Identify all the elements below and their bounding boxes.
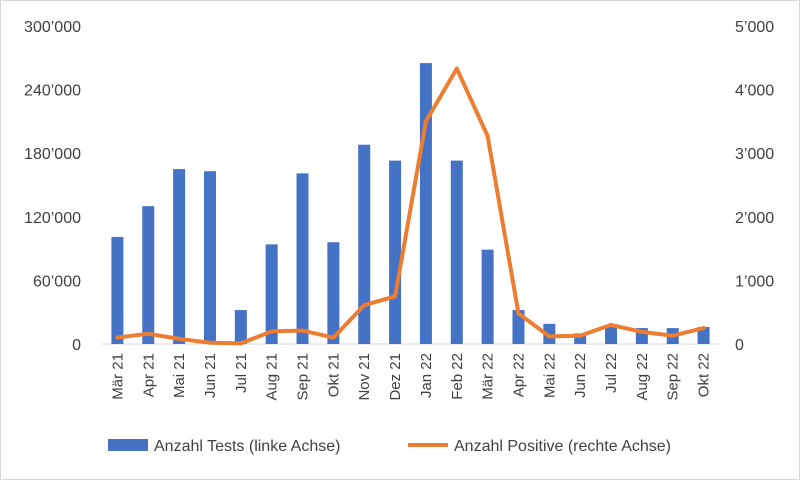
left-tick-label: 120’000 — [24, 210, 81, 227]
left-tick-label: 300’000 — [24, 19, 81, 36]
category-label: Mär 21 — [109, 353, 126, 400]
category-label: Okt 22 — [696, 353, 713, 397]
left-tick-label: 60’000 — [33, 273, 81, 290]
right-tick-label: 2’000 — [735, 210, 774, 227]
line-point — [331, 335, 336, 340]
category-label: Nov 21 — [356, 353, 373, 401]
legend-bars-label: Anzahl Tests (linke Achse) — [154, 438, 340, 455]
category-label: Jan 22 — [418, 353, 435, 398]
category-labels: Mär 21 Apr 21 Mai 21 Jun 21 Jul 21 Aug 21 Sep … — [109, 353, 712, 401]
bar — [142, 206, 155, 344]
right-tick-label: 4’000 — [735, 83, 774, 100]
bar — [481, 249, 494, 344]
left-tick-label: 0 — [72, 337, 81, 354]
category-label: Mär 22 — [480, 353, 497, 400]
category-label: Jul 22 — [603, 353, 620, 393]
line-point — [207, 340, 212, 345]
category-label: Aug 21 — [264, 353, 281, 401]
line-point — [547, 334, 552, 339]
bar — [327, 242, 340, 344]
line-point — [423, 119, 428, 124]
line-point — [701, 326, 706, 331]
left-axis-ticks: 0 60’000 120’000 180’000 240’000 300’000 — [24, 19, 81, 354]
category-label: Apr 22 — [510, 353, 527, 397]
line-point — [516, 311, 521, 316]
right-tick-label: 3’000 — [735, 146, 774, 163]
bar — [419, 63, 432, 344]
line-point — [177, 336, 182, 341]
line-point — [115, 335, 120, 340]
line-point — [609, 322, 614, 327]
category-label: Dez 21 — [387, 353, 404, 401]
category-label: Mai 21 — [171, 353, 188, 398]
line-point — [269, 329, 274, 334]
bar — [296, 173, 309, 344]
line-point — [670, 333, 675, 338]
legend-bars-swatch — [108, 439, 148, 451]
right-tick-label: 1’000 — [735, 273, 774, 290]
bar — [111, 236, 124, 344]
right-tick-label: 0 — [735, 337, 744, 354]
category-label: Jul 21 — [233, 353, 250, 393]
bar — [358, 144, 371, 344]
category-label: Jun 22 — [572, 353, 589, 398]
right-axis-ticks: 0 1’000 2’000 3’000 4’000 5’000 — [735, 19, 774, 354]
bar — [203, 171, 216, 344]
line-point — [485, 134, 490, 139]
legend: Anzahl Tests (linke Achse) Anzahl Positi… — [108, 438, 671, 455]
line-point — [578, 333, 583, 338]
category-label: Aug 22 — [634, 353, 651, 401]
bar — [697, 327, 710, 344]
line-point — [300, 328, 305, 333]
legend-line-label: Anzahl Positive (rechte Achse) — [454, 438, 671, 455]
category-label: Okt 21 — [325, 353, 342, 397]
line-series — [115, 66, 706, 346]
left-tick-label: 180’000 — [24, 146, 81, 163]
line-point — [238, 341, 243, 346]
line-point — [146, 331, 151, 336]
bar — [389, 160, 402, 344]
bar — [234, 310, 247, 344]
bar — [173, 169, 186, 344]
positives-line — [115, 66, 706, 346]
category-label: Sep 22 — [665, 353, 682, 401]
bar — [512, 310, 525, 344]
line-point — [393, 294, 398, 299]
category-label: Feb 22 — [449, 353, 466, 400]
bar — [605, 327, 618, 344]
category-label: Mai 22 — [541, 353, 558, 398]
right-tick-label: 5’000 — [735, 19, 774, 36]
bar — [265, 244, 278, 344]
left-tick-label: 240’000 — [24, 83, 81, 100]
category-label: Jun 21 — [202, 353, 219, 398]
category-label: Apr 21 — [140, 353, 157, 397]
line-point — [639, 329, 644, 334]
bar — [450, 160, 463, 344]
bar — [574, 333, 587, 344]
category-label: Sep 21 — [295, 353, 312, 401]
line-point — [362, 303, 367, 308]
line-point — [454, 66, 459, 71]
